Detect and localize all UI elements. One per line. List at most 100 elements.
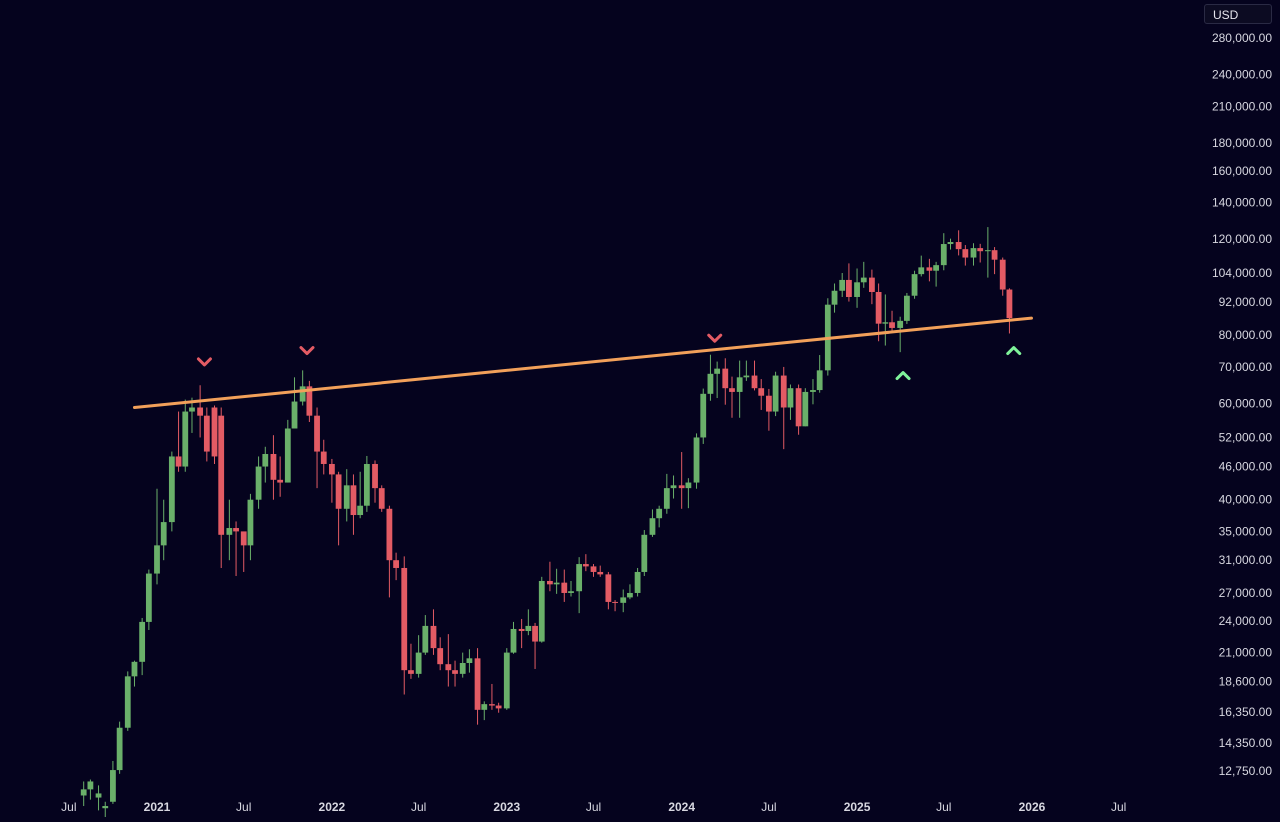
candle (1006, 288, 1013, 334)
candle (970, 243, 977, 266)
candle-body (350, 485, 357, 516)
candle-body (445, 664, 452, 671)
candle (962, 245, 969, 266)
candle (816, 355, 823, 393)
candle (854, 268, 860, 308)
candle-body (568, 591, 574, 593)
candle-body (437, 648, 444, 665)
candle (911, 270, 918, 299)
candle-body (911, 274, 918, 296)
candle (378, 485, 385, 512)
price-tick-label: 210,000.00 (1212, 99, 1272, 113)
candle (729, 376, 735, 418)
candle-body (693, 437, 700, 483)
candle (597, 565, 604, 577)
candle (197, 385, 204, 438)
candle (685, 478, 692, 509)
candle (810, 379, 816, 405)
candle (343, 469, 350, 522)
candle (102, 801, 109, 822)
candle-body (984, 250, 991, 252)
candle-body (903, 295, 910, 321)
candle-body (474, 658, 481, 710)
candle (503, 648, 510, 710)
chevron-up-icon (1006, 346, 1022, 356)
candle-body (947, 242, 954, 245)
candle (926, 258, 933, 282)
price-tick-label: 31,000.00 (1219, 553, 1273, 567)
candle (670, 475, 677, 499)
candle (363, 455, 370, 512)
month-tick-label: Jul (761, 800, 776, 814)
candle (408, 643, 414, 679)
candle (386, 505, 393, 598)
price-tick-label: 16,350.00 (1219, 705, 1273, 719)
time-axis[interactable]: Jul 2021 Jul 2022 Jul 2023 Jul 2024 Jul 2025 Jul 20… (61, 800, 1126, 814)
candle-body (933, 265, 940, 271)
candle (627, 584, 633, 600)
candle (582, 554, 589, 572)
candle (247, 493, 254, 561)
candle-body (226, 528, 233, 535)
candle (350, 474, 357, 535)
candle-body (393, 560, 400, 568)
candle-body (875, 291, 882, 324)
currency-badge[interactable]: USD (1204, 4, 1272, 24)
candle (525, 609, 532, 636)
candle (641, 530, 648, 577)
candle-body (328, 463, 335, 475)
candle (656, 505, 663, 528)
candle-body (700, 393, 707, 438)
candle-body (627, 592, 633, 598)
candle (839, 272, 846, 297)
candle-body (270, 453, 277, 480)
candle-body (897, 320, 904, 328)
candle (955, 230, 962, 256)
candle (328, 458, 335, 503)
candle (869, 269, 875, 305)
candle (707, 354, 714, 401)
markers-layer (196, 333, 1022, 381)
candle-body (182, 411, 189, 467)
candle-body (87, 781, 94, 790)
candle (218, 407, 225, 568)
candle-body (620, 597, 627, 603)
candle-body (532, 625, 538, 642)
candle-body (831, 290, 838, 305)
price-axis[interactable]: 280,000.00 240,000.00 210,000.00 180,000.00… (1212, 31, 1272, 778)
candle (663, 473, 670, 514)
price-tick-label: 46,000.00 (1219, 460, 1273, 474)
candle-body (102, 806, 109, 809)
candle-body (918, 267, 925, 275)
candle-body (459, 662, 466, 674)
candle-body (772, 375, 779, 412)
candle (649, 509, 656, 537)
candle-body (197, 407, 204, 416)
resistance-trendline[interactable] (132, 316, 1033, 409)
price-tick-label: 180,000.00 (1212, 136, 1272, 150)
candle (481, 701, 488, 721)
candle-body (255, 466, 262, 500)
candle-body (495, 705, 502, 709)
candle-body (649, 518, 656, 535)
candle (314, 407, 320, 489)
price-tick-label: 80,000.00 (1219, 328, 1273, 342)
candle-body (663, 488, 670, 509)
price-tick-label: 14,350.00 (1219, 736, 1273, 750)
candle-body (991, 250, 998, 260)
candle (474, 648, 481, 725)
candle-body (846, 279, 852, 297)
candle-body (154, 545, 160, 574)
price-tick-label: 240,000.00 (1212, 68, 1272, 82)
price-tick-label: 18,600.00 (1219, 674, 1273, 688)
candle-body (582, 564, 589, 567)
candle-body (547, 580, 553, 585)
price-tick-label: 280,000.00 (1212, 31, 1272, 45)
candle-body (518, 628, 525, 632)
candle-body (751, 375, 758, 389)
month-tick-label: Jul (61, 800, 76, 814)
candle-body (670, 485, 677, 489)
candle-body (860, 277, 867, 283)
